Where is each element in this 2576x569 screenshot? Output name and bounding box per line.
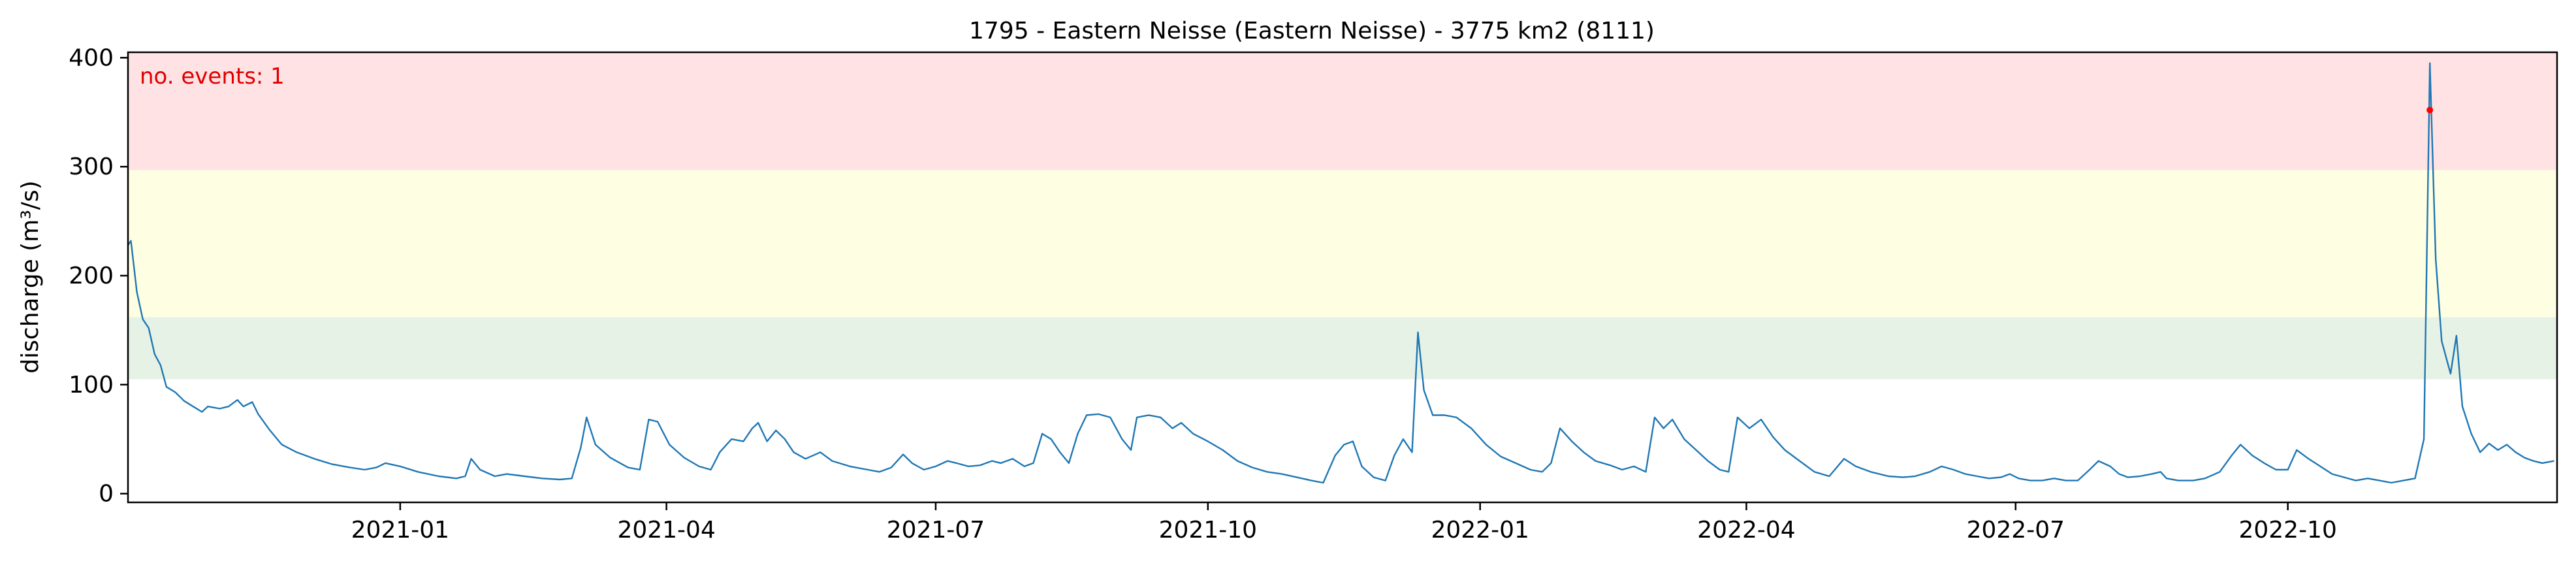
x-tick-label-2021-01: 2021-01 xyxy=(351,517,449,544)
x-tick-label-2022-07: 2022-07 xyxy=(1967,517,2065,544)
event-count-annotation: no. events: 1 xyxy=(140,63,285,89)
y-tick-label-0: 0 xyxy=(99,481,114,508)
x-tick-label-2022-01: 2022-01 xyxy=(1431,517,1529,544)
x-tick-label-2021-04: 2021-04 xyxy=(617,517,715,544)
y-tick-label-300: 300 xyxy=(69,154,114,180)
threshold-band-2 xyxy=(128,170,2557,317)
x-tick-label-2021-07: 2021-07 xyxy=(887,517,985,544)
y-tick-label-400: 400 xyxy=(69,44,114,71)
threshold-band-3 xyxy=(128,52,2557,171)
chart-title: 1795 - Eastern Neisse (Eastern Neisse) -… xyxy=(969,18,1655,44)
y-axis: 0 100 200 300 400 xyxy=(69,44,128,508)
threshold-band-1 xyxy=(128,317,2557,380)
discharge-series-line xyxy=(127,62,2554,484)
event-markers xyxy=(2426,106,2434,114)
y-tick-label-200: 200 xyxy=(69,263,114,289)
y-tick-label-100: 100 xyxy=(69,372,114,398)
x-tick-label-2022-04: 2022-04 xyxy=(1697,517,1795,544)
x-tick-label-2021-10: 2021-10 xyxy=(1159,517,1257,544)
threshold-bands xyxy=(128,52,2557,380)
plot-area: no. events: 1 xyxy=(127,51,2558,504)
y-axis-label: discharge (m³/s) xyxy=(17,180,44,373)
x-axis: 2021-01 2021-04 2021-07 2021-10 2022-01 2022-… xyxy=(351,502,2337,544)
event-marker-1 xyxy=(2426,106,2434,114)
plot-frame xyxy=(127,51,2558,504)
x-tick-label-2022-10: 2022-10 xyxy=(2238,517,2336,544)
